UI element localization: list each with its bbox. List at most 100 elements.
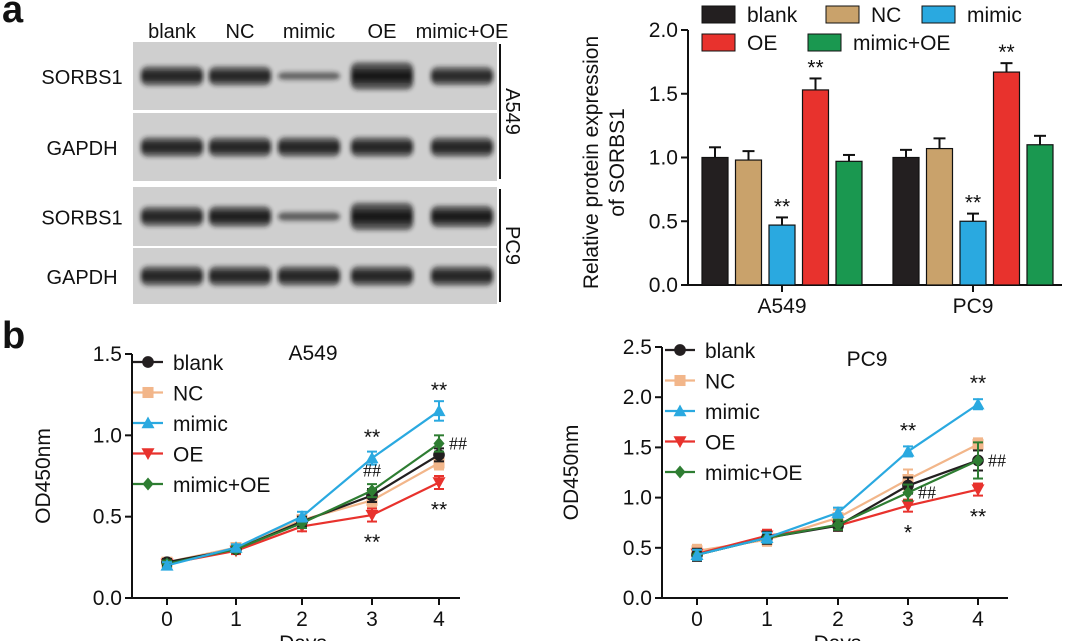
lane-label-NC: NC xyxy=(226,21,255,43)
point-marker xyxy=(365,509,379,522)
blot-band xyxy=(209,66,271,86)
bar-legend-label: NC xyxy=(871,4,901,27)
bar-a549-mimic-plus-oe xyxy=(835,160,863,286)
cell-line-label-pc9: PC9 xyxy=(501,226,523,265)
bar-significance: ** xyxy=(807,56,823,79)
a549-x-tick-label: 0 xyxy=(161,608,173,631)
a549-annotation: ## xyxy=(363,461,381,481)
point-marker xyxy=(366,484,378,498)
point-marker xyxy=(674,374,686,387)
blot-band xyxy=(351,137,413,157)
point-marker xyxy=(901,444,915,457)
series-line xyxy=(166,442,440,565)
bar-legend-label: OE xyxy=(747,32,777,55)
blot-band xyxy=(141,137,203,157)
point-marker xyxy=(365,451,379,464)
point-marker xyxy=(160,558,174,571)
pc9-legend-label: NC xyxy=(705,371,735,394)
point-marker xyxy=(295,510,309,522)
a549-legend-label: blank xyxy=(173,352,224,375)
pc9-annotation: ## xyxy=(918,483,936,503)
blot-band xyxy=(351,62,413,90)
point-marker xyxy=(141,448,155,460)
row-label-gapdh: GAPDH xyxy=(46,138,117,160)
blot-band xyxy=(278,71,340,81)
line-chart-a549: 0.0 0.5 1.0 1.5 0 1 2 3 4 Days OD450nm A549 ** ** ## ##… xyxy=(32,342,467,641)
point-marker xyxy=(674,344,686,356)
point-marker xyxy=(433,457,445,469)
bar-y-tick-label: 1.5 xyxy=(649,83,678,106)
a549-annotation: ** xyxy=(431,499,447,522)
bar-pc9-nc xyxy=(925,147,954,286)
pc9-y-tick-label: 1.0 xyxy=(623,487,652,510)
pc9-y-tick-label: 0.0 xyxy=(623,587,652,610)
pc9-annotation: ** xyxy=(900,419,916,442)
point-marker xyxy=(831,506,845,518)
lane-label-blank: blank xyxy=(148,21,197,43)
point-marker xyxy=(971,484,985,497)
bar-legend-label: blank xyxy=(747,4,798,27)
blot-band xyxy=(278,266,340,286)
blot-band xyxy=(431,137,493,157)
bar-significance: ** xyxy=(774,195,790,218)
bar-pc9-blank xyxy=(892,156,920,286)
pc9-y-tick-label: 2.0 xyxy=(623,386,652,409)
pc9-x-tick-label: 3 xyxy=(902,608,914,631)
row-label-gapdh: GAPDH xyxy=(46,267,117,289)
bar-y-tick-label: 1.0 xyxy=(649,147,678,170)
point-marker xyxy=(432,477,446,490)
panel-b-label: b xyxy=(2,315,25,357)
pc9-annotation: * xyxy=(904,522,912,545)
a549-annotation: ** xyxy=(364,426,380,449)
western-blot: blank NC mimic OE mimic+OE SORBS1 GAPDH A549 SOR… xyxy=(41,21,523,304)
bar-pc9-oe xyxy=(992,71,1021,286)
point-marker xyxy=(142,386,154,399)
bar-legend-swatch xyxy=(921,5,956,24)
bar-legend-swatch xyxy=(701,5,736,24)
a549-legend-label: mimic+OE xyxy=(173,474,270,497)
pc9-annotation: ## xyxy=(988,450,1006,470)
pc9-title: PC9 xyxy=(847,348,888,371)
bar-category-label-pc9: PC9 xyxy=(953,295,994,318)
point-marker xyxy=(690,548,704,561)
a549-legend-label: NC xyxy=(173,383,203,406)
pc9-legend-label: mimic+OE xyxy=(705,462,802,485)
blot-band xyxy=(141,206,203,227)
pc9-annotation: ** xyxy=(970,506,986,529)
bar-legend-swatch xyxy=(701,33,736,52)
bar-legend-swatch xyxy=(825,5,860,24)
blot-band xyxy=(351,266,413,286)
bar-significance: ** xyxy=(998,41,1014,64)
point-marker xyxy=(674,465,686,479)
a549-y-tick-label: 0.0 xyxy=(93,587,122,610)
bar-a549-blank xyxy=(701,156,729,286)
point-marker xyxy=(141,416,155,429)
line-chart-pc9: 0.00.51.01.52.02.501234DaysOD450nmPC9***… xyxy=(560,336,1008,641)
blot-band xyxy=(141,66,203,86)
point-marker xyxy=(972,453,984,467)
bar-a549-mimic xyxy=(768,224,796,286)
point-marker xyxy=(142,477,154,491)
a549-annotation: ** xyxy=(431,379,447,402)
a549-x-tick-label: 3 xyxy=(366,608,378,631)
point-marker xyxy=(432,404,446,417)
pc9-series-mimic xyxy=(690,397,985,561)
lane-label-OE: OE xyxy=(368,21,397,43)
point-marker xyxy=(673,436,687,448)
panel-a-label: a xyxy=(2,0,24,31)
blot-band xyxy=(141,266,203,286)
bar-legend-label: mimic xyxy=(967,4,1022,27)
point-marker xyxy=(902,486,914,500)
pc9-x-tick-label: 4 xyxy=(972,608,984,631)
pc9-x-tick-label: 0 xyxy=(691,608,703,631)
row-label-sorbs1: SORBS1 xyxy=(41,208,122,230)
a549-y-tick-label: 1.0 xyxy=(93,424,122,447)
bar-legend-swatch xyxy=(807,33,842,52)
a549-legend-label: mimic xyxy=(173,413,228,436)
pc9-x-tick-label: 1 xyxy=(761,608,773,631)
a549-x-tick-label: 1 xyxy=(230,608,242,631)
a549-x-tick-label: 4 xyxy=(433,608,445,631)
blot-band xyxy=(278,137,340,157)
bar-a549-oe xyxy=(801,89,830,286)
pc9-x-tick-label: 2 xyxy=(832,608,844,631)
